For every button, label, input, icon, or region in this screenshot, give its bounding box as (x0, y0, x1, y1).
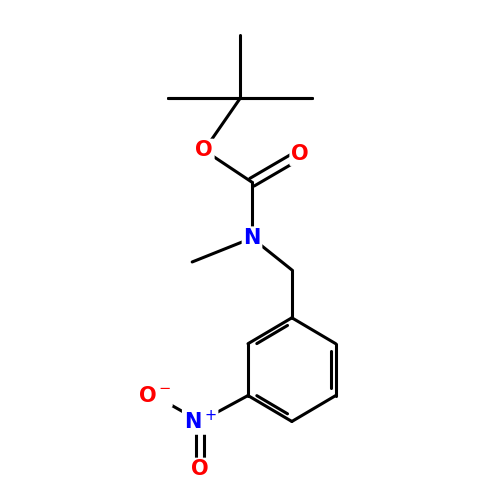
Text: N: N (244, 228, 260, 248)
Text: O$^-$: O$^-$ (138, 386, 171, 406)
Text: O: O (196, 140, 213, 160)
Text: O: O (291, 144, 308, 165)
Text: N$^+$: N$^+$ (184, 410, 216, 433)
Text: O: O (192, 460, 209, 479)
